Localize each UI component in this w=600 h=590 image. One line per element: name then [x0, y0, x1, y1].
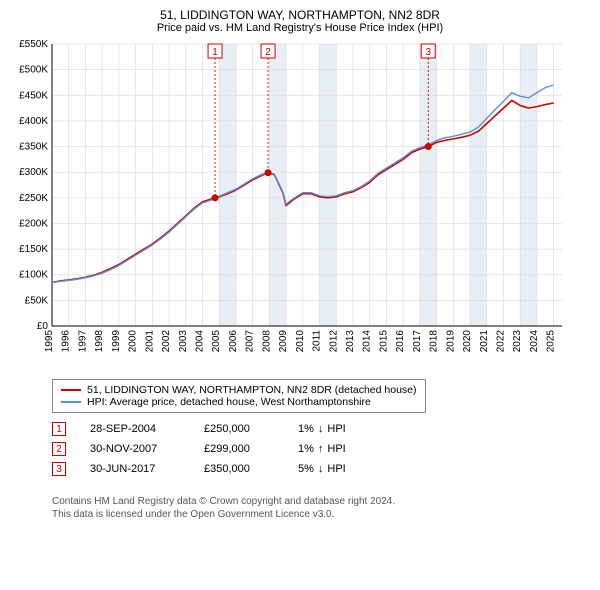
svg-text:2004: 2004 [194, 330, 205, 353]
svg-text:£300K: £300K [19, 167, 48, 178]
transaction-relative: 1% ↓HPI [298, 423, 346, 435]
transaction-rel-pct: 5% [298, 463, 314, 475]
transaction-row: 1 28-SEP-2004 £250,000 1% ↓HPI [52, 419, 592, 439]
svg-text:2016: 2016 [395, 330, 406, 353]
transaction-date: 30-JUN-2017 [90, 463, 180, 475]
svg-text:2008: 2008 [261, 330, 272, 353]
transaction-marker-number: 1 [52, 422, 66, 436]
transaction-relative: 1% ↑HPI [298, 443, 346, 455]
svg-text:2013: 2013 [345, 330, 356, 353]
svg-text:2010: 2010 [295, 330, 306, 353]
transaction-row: 2 30-NOV-2007 £299,000 1% ↑HPI [52, 439, 592, 459]
transaction-row: 3 30-JUN-2017 £350,000 5% ↓HPI [52, 459, 592, 479]
transaction-rel-pct: 1% [298, 443, 314, 455]
chart-area: £0£50K£100K£150K£200K£250K£300K£350K£400… [8, 40, 592, 373]
footer-attribution: Contains HM Land Registry data © Crown c… [52, 489, 592, 521]
svg-text:3: 3 [425, 47, 431, 58]
legend-swatch [61, 389, 81, 391]
chart-container: 51, LIDDINGTON WAY, NORTHAMPTON, NN2 8DR… [0, 0, 600, 525]
svg-text:£250K: £250K [19, 193, 48, 204]
arrow-icon: ↓ [318, 423, 324, 435]
svg-text:£150K: £150K [19, 244, 48, 255]
svg-text:£500K: £500K [19, 65, 48, 76]
transaction-price: £350,000 [204, 463, 274, 475]
svg-text:£350K: £350K [19, 142, 48, 153]
svg-text:2014: 2014 [362, 330, 373, 353]
svg-text:1: 1 [212, 47, 218, 58]
legend-label: HPI: Average price, detached house, West… [87, 396, 371, 408]
svg-text:2015: 2015 [378, 330, 389, 353]
svg-text:2001: 2001 [144, 330, 155, 353]
svg-text:2024: 2024 [529, 330, 540, 353]
svg-text:2017: 2017 [412, 330, 423, 353]
transaction-marker-number: 2 [52, 442, 66, 456]
svg-text:2020: 2020 [462, 330, 473, 353]
svg-text:£100K: £100K [19, 270, 48, 281]
svg-text:2022: 2022 [495, 330, 506, 353]
transaction-marker-number: 3 [52, 462, 66, 476]
arrow-icon: ↑ [318, 443, 324, 455]
legend: 51, LIDDINGTON WAY, NORTHAMPTON, NN2 8DR… [52, 379, 426, 413]
svg-text:£450K: £450K [19, 90, 48, 101]
transaction-price: £299,000 [204, 443, 274, 455]
transaction-rel-pct: 1% [298, 423, 314, 435]
svg-text:2012: 2012 [328, 330, 339, 353]
legend-row: 51, LIDDINGTON WAY, NORTHAMPTON, NN2 8DR… [61, 384, 417, 396]
svg-text:2018: 2018 [429, 330, 440, 353]
legend-row: HPI: Average price, detached house, West… [61, 396, 417, 408]
transaction-relative: 5% ↓HPI [298, 463, 346, 475]
svg-text:1995: 1995 [44, 330, 55, 353]
svg-text:2005: 2005 [211, 330, 222, 353]
title-block: 51, LIDDINGTON WAY, NORTHAMPTON, NN2 8DR… [8, 8, 592, 34]
svg-text:£50K: £50K [25, 295, 49, 306]
svg-text:2025: 2025 [546, 330, 557, 353]
footer-line1: Contains HM Land Registry data © Crown c… [52, 495, 592, 508]
transactions-table: 128-SEP-2004£250,0001%↓HPI230-NOV-2007£2… [52, 419, 592, 479]
svg-text:2003: 2003 [178, 330, 189, 353]
svg-text:2023: 2023 [512, 330, 523, 353]
svg-text:2009: 2009 [278, 330, 289, 353]
svg-text:2: 2 [265, 47, 271, 58]
svg-text:£400K: £400K [19, 116, 48, 127]
footer-line2: This data is licensed under the Open Gov… [52, 508, 592, 521]
svg-text:2011: 2011 [312, 330, 323, 352]
svg-text:2007: 2007 [245, 330, 256, 353]
svg-text:1998: 1998 [94, 330, 105, 353]
transaction-date: 30-NOV-2007 [90, 443, 180, 455]
title-subtitle: Price paid vs. HM Land Registry's House … [8, 22, 592, 34]
arrow-icon: ↓ [318, 463, 324, 475]
svg-text:2000: 2000 [128, 330, 139, 353]
svg-text:1999: 1999 [111, 330, 122, 353]
title-address: 51, LIDDINGTON WAY, NORTHAMPTON, NN2 8DR [8, 8, 592, 22]
transaction-rel-text: HPI [327, 423, 345, 435]
svg-text:1996: 1996 [61, 330, 72, 353]
line-chart: £0£50K£100K£150K£200K£250K£300K£350K£400… [8, 40, 568, 370]
svg-text:1997: 1997 [77, 330, 88, 353]
svg-text:2019: 2019 [445, 330, 456, 353]
svg-text:2006: 2006 [228, 330, 239, 353]
transaction-price: £250,000 [204, 423, 274, 435]
svg-text:£550K: £550K [19, 40, 48, 50]
svg-text:2002: 2002 [161, 330, 172, 353]
transaction-rel-text: HPI [327, 463, 345, 475]
legend-label: 51, LIDDINGTON WAY, NORTHAMPTON, NN2 8DR… [87, 384, 417, 396]
transaction-date: 28-SEP-2004 [90, 423, 180, 435]
legend-swatch [61, 401, 81, 403]
svg-text:2021: 2021 [479, 330, 490, 353]
svg-text:£200K: £200K [19, 218, 48, 229]
transaction-rel-text: HPI [327, 443, 345, 455]
